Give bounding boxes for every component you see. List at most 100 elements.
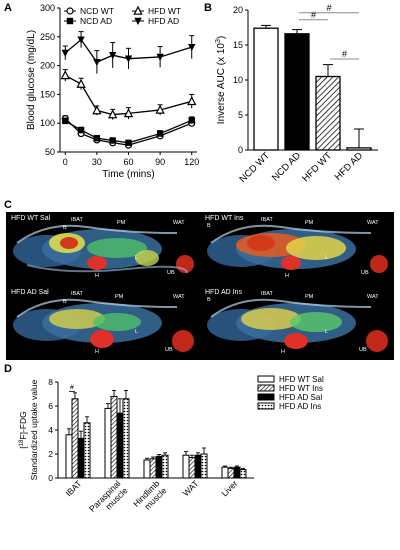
legend-swatch	[257, 375, 275, 383]
data-point	[60, 70, 70, 80]
data-point	[66, 7, 74, 15]
data-point	[124, 55, 133, 63]
x-tick-label-line: Liver	[219, 478, 239, 498]
bar	[65, 434, 73, 479]
y-axis-title-2: Standardized uptake value	[29, 379, 39, 480]
pet-label-b: B	[207, 223, 211, 229]
pet-label-pm: PM	[305, 220, 314, 226]
pet-label-ub: UB	[165, 347, 173, 353]
pet-image-grid: HFD WT Sal B IBAT PM WAT H L UB HFD WT I…	[6, 212, 394, 360]
data-point	[156, 130, 164, 137]
data-point	[188, 117, 195, 124]
bar	[346, 147, 372, 151]
y-tick-label: 150	[40, 89, 55, 99]
y-axis-title: [18F]-FDG	[18, 411, 28, 448]
legend-label: HFD WT	[148, 6, 181, 16]
data-point	[77, 126, 85, 134]
bar	[83, 422, 91, 479]
data-point	[76, 78, 86, 88]
y-tick-label: 200	[40, 61, 55, 71]
y-axis-title-post: F]-FDG	[18, 411, 28, 439]
pet-title: HFD AD Sal	[11, 289, 49, 296]
bar	[200, 453, 208, 479]
pet-label-ibat: IBAT	[71, 291, 83, 297]
bar	[122, 398, 130, 479]
panel-letter-a: A	[4, 2, 12, 14]
pet-label-ub: UB	[359, 347, 367, 353]
pet-label-l: L	[325, 255, 329, 261]
x-tick-label-line: WAT	[181, 478, 201, 498]
bar	[233, 466, 241, 479]
x-tick-label: 120	[184, 157, 199, 167]
bar	[227, 467, 235, 479]
pet-label-ub: UB	[167, 270, 175, 276]
bar	[116, 412, 124, 479]
y-tick-label: 2	[48, 449, 53, 459]
data-point	[133, 5, 143, 15]
data-point	[93, 134, 101, 142]
y-tick-label: 5	[238, 110, 243, 120]
x-tick-label: 60	[123, 157, 133, 167]
legend-label: HFD WT Sal	[279, 375, 324, 384]
pet-label-pm: PM	[305, 294, 314, 300]
bar	[71, 398, 79, 479]
data-point	[92, 105, 102, 115]
pet-label-h: H	[95, 349, 99, 355]
bar	[143, 459, 151, 479]
pet-image-hfd-ad-sal: HFD AD Sal B IBAT PM WAT H L UB	[7, 287, 199, 359]
pet-label-l: L	[135, 329, 139, 335]
legend-label: HFD AD Sal	[279, 393, 322, 402]
data-point	[61, 49, 69, 57]
panel-letter-b: B	[204, 2, 212, 14]
y-tick-label: 50	[45, 147, 55, 157]
data-point	[187, 95, 197, 106]
y-tick-label: 6	[48, 401, 53, 411]
legend-label: NCD WT	[80, 6, 114, 16]
data-point	[62, 117, 69, 125]
y-tick-label: 0	[238, 145, 243, 155]
bar	[161, 454, 169, 479]
pet-title: HFD AD Ins	[205, 289, 242, 296]
significance-mark: #	[70, 385, 74, 392]
bar	[315, 75, 341, 151]
bar	[188, 457, 196, 479]
bar	[194, 454, 202, 479]
y-axis-title-main: Inverse AUC (x 10	[216, 43, 227, 125]
pet-scan-art	[207, 224, 388, 273]
panel-letter-c: C	[4, 199, 12, 211]
data-point	[108, 109, 118, 119]
bar	[110, 395, 118, 479]
significance-mark: #	[342, 49, 347, 59]
pet-image-hfd-wt-sal: HFD WT Sal B IBAT PM WAT H L UB	[7, 213, 199, 285]
x-tick-label: IBAT	[63, 478, 83, 498]
y-axis-title: Inverse AUC (x 103)	[215, 36, 227, 124]
y-axis-title-sup: 18	[19, 439, 25, 446]
pet-image-hfd-wt-ins: HFD WT Ins B IBAT PM WAT H L UB	[201, 213, 393, 285]
data-point	[108, 52, 117, 60]
series-hfd-wt	[60, 69, 197, 120]
pet-label-wat: WAT	[173, 294, 185, 300]
bar	[155, 455, 163, 479]
data-point	[123, 108, 134, 118]
data-point	[155, 104, 165, 114]
x-tick-label: NCD AD	[270, 150, 303, 183]
legend-label: HFD AD	[148, 16, 179, 26]
data-point	[93, 58, 101, 67]
x-tick-label: HFD AD	[333, 150, 366, 183]
x-axis-title: Time (mins)	[102, 169, 154, 180]
series-hfd-ad	[61, 31, 196, 74]
x-tick-label: Hindlimbmuscle	[131, 478, 169, 516]
series-ncd-ad	[62, 116, 195, 146]
pet-label-b: B	[63, 225, 67, 231]
pet-label-wat: WAT	[173, 220, 185, 226]
data-point	[109, 137, 116, 144]
pet-title: HFD WT Sal	[11, 215, 51, 222]
pet-label-ibat: IBAT	[261, 217, 273, 223]
pet-label-l: L	[135, 255, 139, 261]
legend-swatch	[257, 384, 275, 392]
x-tick-label: 90	[155, 157, 165, 167]
y-axis-title: Blood glucose (mg/dL)	[26, 30, 37, 130]
pet-scan-art	[13, 224, 194, 274]
x-tick-label: HFD WT	[300, 150, 334, 184]
